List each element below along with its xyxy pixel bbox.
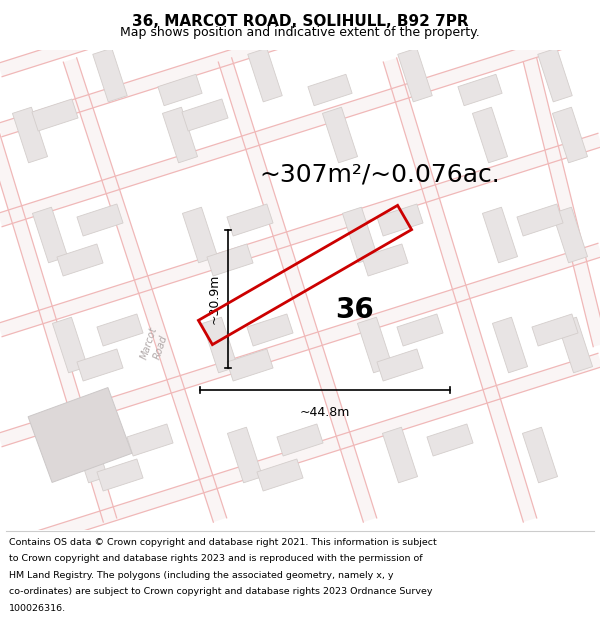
Polygon shape <box>358 317 392 373</box>
Polygon shape <box>182 99 228 131</box>
Polygon shape <box>493 317 527 373</box>
Text: 36, MARCOT ROAD, SOLIHULL, B92 7PR: 36, MARCOT ROAD, SOLIHULL, B92 7PR <box>131 14 469 29</box>
Text: HM Land Registry. The polygons (including the associated geometry, namely x, y: HM Land Registry. The polygons (includin… <box>9 571 394 580</box>
Text: ~307m²/~0.076ac.: ~307m²/~0.076ac. <box>260 163 500 187</box>
Polygon shape <box>523 58 600 347</box>
Polygon shape <box>277 424 323 456</box>
Polygon shape <box>158 74 202 106</box>
Polygon shape <box>163 107 197 163</box>
Polygon shape <box>57 244 103 276</box>
Polygon shape <box>77 349 123 381</box>
Text: ~30.9m: ~30.9m <box>208 274 221 324</box>
Polygon shape <box>73 427 107 483</box>
Text: ~44.8m: ~44.8m <box>300 406 350 419</box>
Polygon shape <box>553 207 587 263</box>
Polygon shape <box>308 74 352 106</box>
Polygon shape <box>322 107 358 163</box>
Text: to Crown copyright and database rights 2023 and is reproduced with the permissio: to Crown copyright and database rights 2… <box>9 554 422 563</box>
Polygon shape <box>362 244 408 276</box>
Polygon shape <box>0 243 600 447</box>
Polygon shape <box>397 314 443 346</box>
Polygon shape <box>0 353 600 557</box>
Polygon shape <box>218 58 377 522</box>
Polygon shape <box>77 204 123 236</box>
Polygon shape <box>257 459 303 491</box>
Polygon shape <box>482 207 518 263</box>
Text: Map shows position and indicative extent of the property.: Map shows position and indicative extent… <box>120 26 480 39</box>
Polygon shape <box>553 107 587 163</box>
Polygon shape <box>182 207 218 263</box>
Text: Contains OS data © Crown copyright and database right 2021. This information is : Contains OS data © Crown copyright and d… <box>9 538 437 547</box>
Polygon shape <box>458 74 502 106</box>
Polygon shape <box>207 244 253 276</box>
Polygon shape <box>343 207 377 263</box>
Polygon shape <box>97 459 143 491</box>
Polygon shape <box>557 317 593 373</box>
Polygon shape <box>0 0 600 137</box>
Polygon shape <box>93 48 127 102</box>
Polygon shape <box>517 204 563 236</box>
Polygon shape <box>32 207 68 263</box>
Polygon shape <box>382 427 418 483</box>
Polygon shape <box>227 427 263 483</box>
Polygon shape <box>0 58 116 522</box>
Polygon shape <box>377 204 423 236</box>
Polygon shape <box>532 314 578 346</box>
Polygon shape <box>377 349 423 381</box>
Polygon shape <box>383 58 536 522</box>
Text: 100026316.: 100026316. <box>9 604 66 613</box>
Polygon shape <box>64 58 227 522</box>
Polygon shape <box>427 424 473 456</box>
Polygon shape <box>227 349 273 381</box>
Text: 36: 36 <box>335 296 374 324</box>
Polygon shape <box>523 427 557 483</box>
Polygon shape <box>538 48 572 102</box>
Polygon shape <box>398 48 432 102</box>
Polygon shape <box>32 99 78 131</box>
Polygon shape <box>127 424 173 456</box>
Polygon shape <box>28 388 132 482</box>
Polygon shape <box>248 48 282 102</box>
Polygon shape <box>247 314 293 346</box>
Polygon shape <box>472 107 508 163</box>
Polygon shape <box>0 0 600 77</box>
Polygon shape <box>52 317 88 373</box>
Polygon shape <box>13 107 47 163</box>
Polygon shape <box>0 23 600 227</box>
Text: co-ordinates) are subject to Crown copyright and database rights 2023 Ordnance S: co-ordinates) are subject to Crown copyr… <box>9 588 433 596</box>
Polygon shape <box>202 317 238 373</box>
Polygon shape <box>97 314 143 346</box>
Polygon shape <box>0 133 600 337</box>
Text: Marcot
Road: Marcot Road <box>140 326 170 364</box>
Polygon shape <box>227 204 273 236</box>
